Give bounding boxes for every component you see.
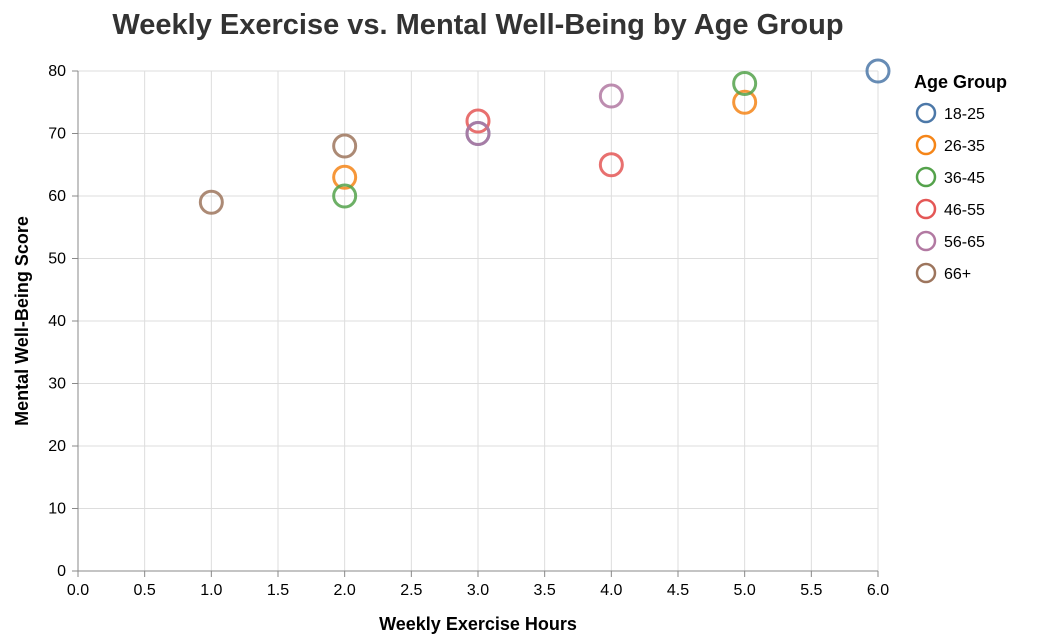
legend: Age Group 18-25 26-35 36-45 46-55 56-65 66+: [914, 72, 1007, 284]
x-tick-label: 4.5: [667, 582, 689, 599]
x-tick-label: 5.5: [800, 582, 822, 599]
y-axis-title: Mental Well-Being Score: [12, 216, 32, 426]
x-tick-label: 3.5: [534, 582, 556, 599]
y-tick-label: 10: [48, 501, 66, 518]
data-point-56-65[interactable]: [598, 83, 624, 109]
x-tick-label: 4.0: [600, 582, 622, 599]
x-tick-label: 6.0: [867, 582, 889, 599]
data-point-36-45[interactable]: [332, 183, 358, 209]
x-tick-label: 1.0: [200, 582, 222, 599]
data-point-66-plus[interactable]: [332, 133, 358, 159]
x-tick-label: 0.0: [67, 582, 89, 599]
legend-symbol: [915, 166, 937, 188]
legend-symbol: [915, 262, 937, 284]
data-points: [198, 58, 891, 215]
x-tick-label: 3.0: [467, 582, 489, 599]
legend-label: 46-55: [944, 202, 985, 219]
x-tick-label: 0.5: [134, 582, 156, 599]
legend-label: 36-45: [944, 170, 985, 187]
data-point-26-35[interactable]: [332, 164, 358, 190]
legend-label: 66+: [944, 266, 971, 283]
y-tick-label: 30: [48, 376, 66, 393]
data-point-46-55[interactable]: [465, 108, 491, 134]
y-tick-label: 80: [48, 63, 66, 80]
chart-title: Weekly Exercise vs. Mental Well-Being by…: [112, 9, 843, 41]
data-point-66-plus[interactable]: [198, 189, 224, 215]
data-point-46-55[interactable]: [598, 152, 624, 178]
legend-symbol: [915, 230, 937, 252]
x-tick-label: 1.5: [267, 582, 289, 599]
y-tick-label: 40: [48, 313, 66, 330]
legend-label: 56-65: [944, 234, 985, 251]
y-tick-label: 50: [48, 251, 66, 268]
y-tick-label: 60: [48, 188, 66, 205]
legend-label: 18-25: [944, 106, 985, 123]
legend-title: Age Group: [914, 72, 1007, 92]
y-tick-label: 0: [57, 563, 66, 580]
y-tick-label: 20: [48, 438, 66, 455]
axes: 0.0 0.5 1.0 1.5 2.0 2.5 3.0 3.5 4.0 4.5 5.0 5.5 6.0 0…: [48, 63, 889, 599]
x-tick-label: 5.0: [734, 582, 756, 599]
x-tick-label: 2.5: [400, 582, 422, 599]
x-axis-title: Weekly Exercise Hours: [379, 614, 577, 634]
data-point-18-25[interactable]: [865, 58, 891, 84]
data-point-36-45[interactable]: [732, 71, 758, 96]
x-tick-label: 2.0: [334, 582, 356, 599]
legend-label: 26-35: [944, 138, 985, 155]
data-point-56-65[interactable]: [465, 121, 491, 146]
legend-symbol: [915, 102, 937, 124]
legend-symbol: [915, 134, 937, 156]
data-point-26-35[interactable]: [732, 89, 758, 115]
legend-symbol: [915, 198, 937, 220]
y-tick-label: 70: [48, 126, 66, 143]
